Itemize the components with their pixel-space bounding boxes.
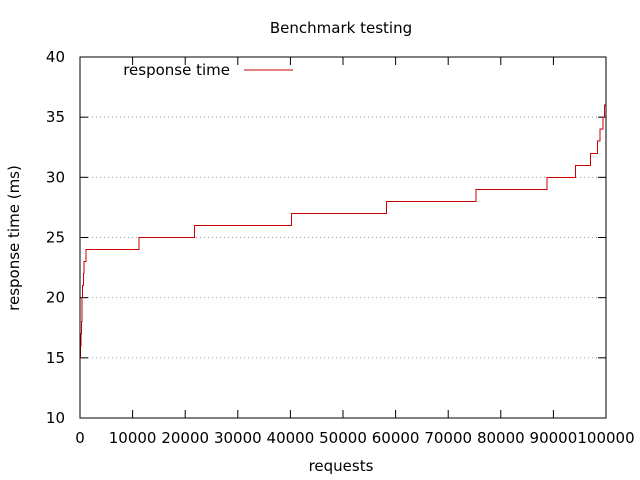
x-tick-label: 40000 bbox=[267, 429, 315, 447]
x-tick-label: 60000 bbox=[372, 429, 420, 447]
x-tick-label: 20000 bbox=[161, 429, 209, 447]
x-tick-label: 0 bbox=[75, 429, 85, 447]
y-tick-label: 40 bbox=[46, 48, 65, 66]
y-tick-label: 30 bbox=[46, 168, 65, 186]
y-tick-label: 35 bbox=[46, 108, 65, 126]
y-axis-tick-labels: 10 15 20 25 30 35 40 bbox=[46, 48, 65, 427]
y-tick-label: 20 bbox=[46, 289, 65, 307]
legend: response time bbox=[123, 61, 293, 79]
x-axis-title: requests bbox=[309, 457, 374, 475]
x-tick-label: 80000 bbox=[477, 429, 525, 447]
x-tick-label: 50000 bbox=[319, 429, 367, 447]
x-tick-label: 10000 bbox=[109, 429, 157, 447]
x-tick-label: 90000 bbox=[530, 429, 578, 447]
y-tick-label: 25 bbox=[46, 229, 65, 247]
series-layer bbox=[79, 104, 606, 359]
x-tick-label: 100000 bbox=[577, 429, 634, 447]
series-line-response-time bbox=[79, 104, 606, 359]
x-tick-label: 30000 bbox=[214, 429, 262, 447]
y-axis-title: response time (ms) bbox=[5, 165, 23, 311]
x-axis-tick-labels: 0 10000 20000 30000 40000 50000 60000 70000 8000… bbox=[75, 429, 634, 447]
chart-title: Benchmark testing bbox=[270, 19, 412, 37]
legend-label: response time bbox=[123, 61, 230, 79]
plot-area-border bbox=[79, 56, 607, 419]
y-tick-label: 10 bbox=[46, 409, 65, 427]
x-tick-label: 70000 bbox=[424, 429, 472, 447]
y-tick-label: 15 bbox=[46, 349, 65, 367]
